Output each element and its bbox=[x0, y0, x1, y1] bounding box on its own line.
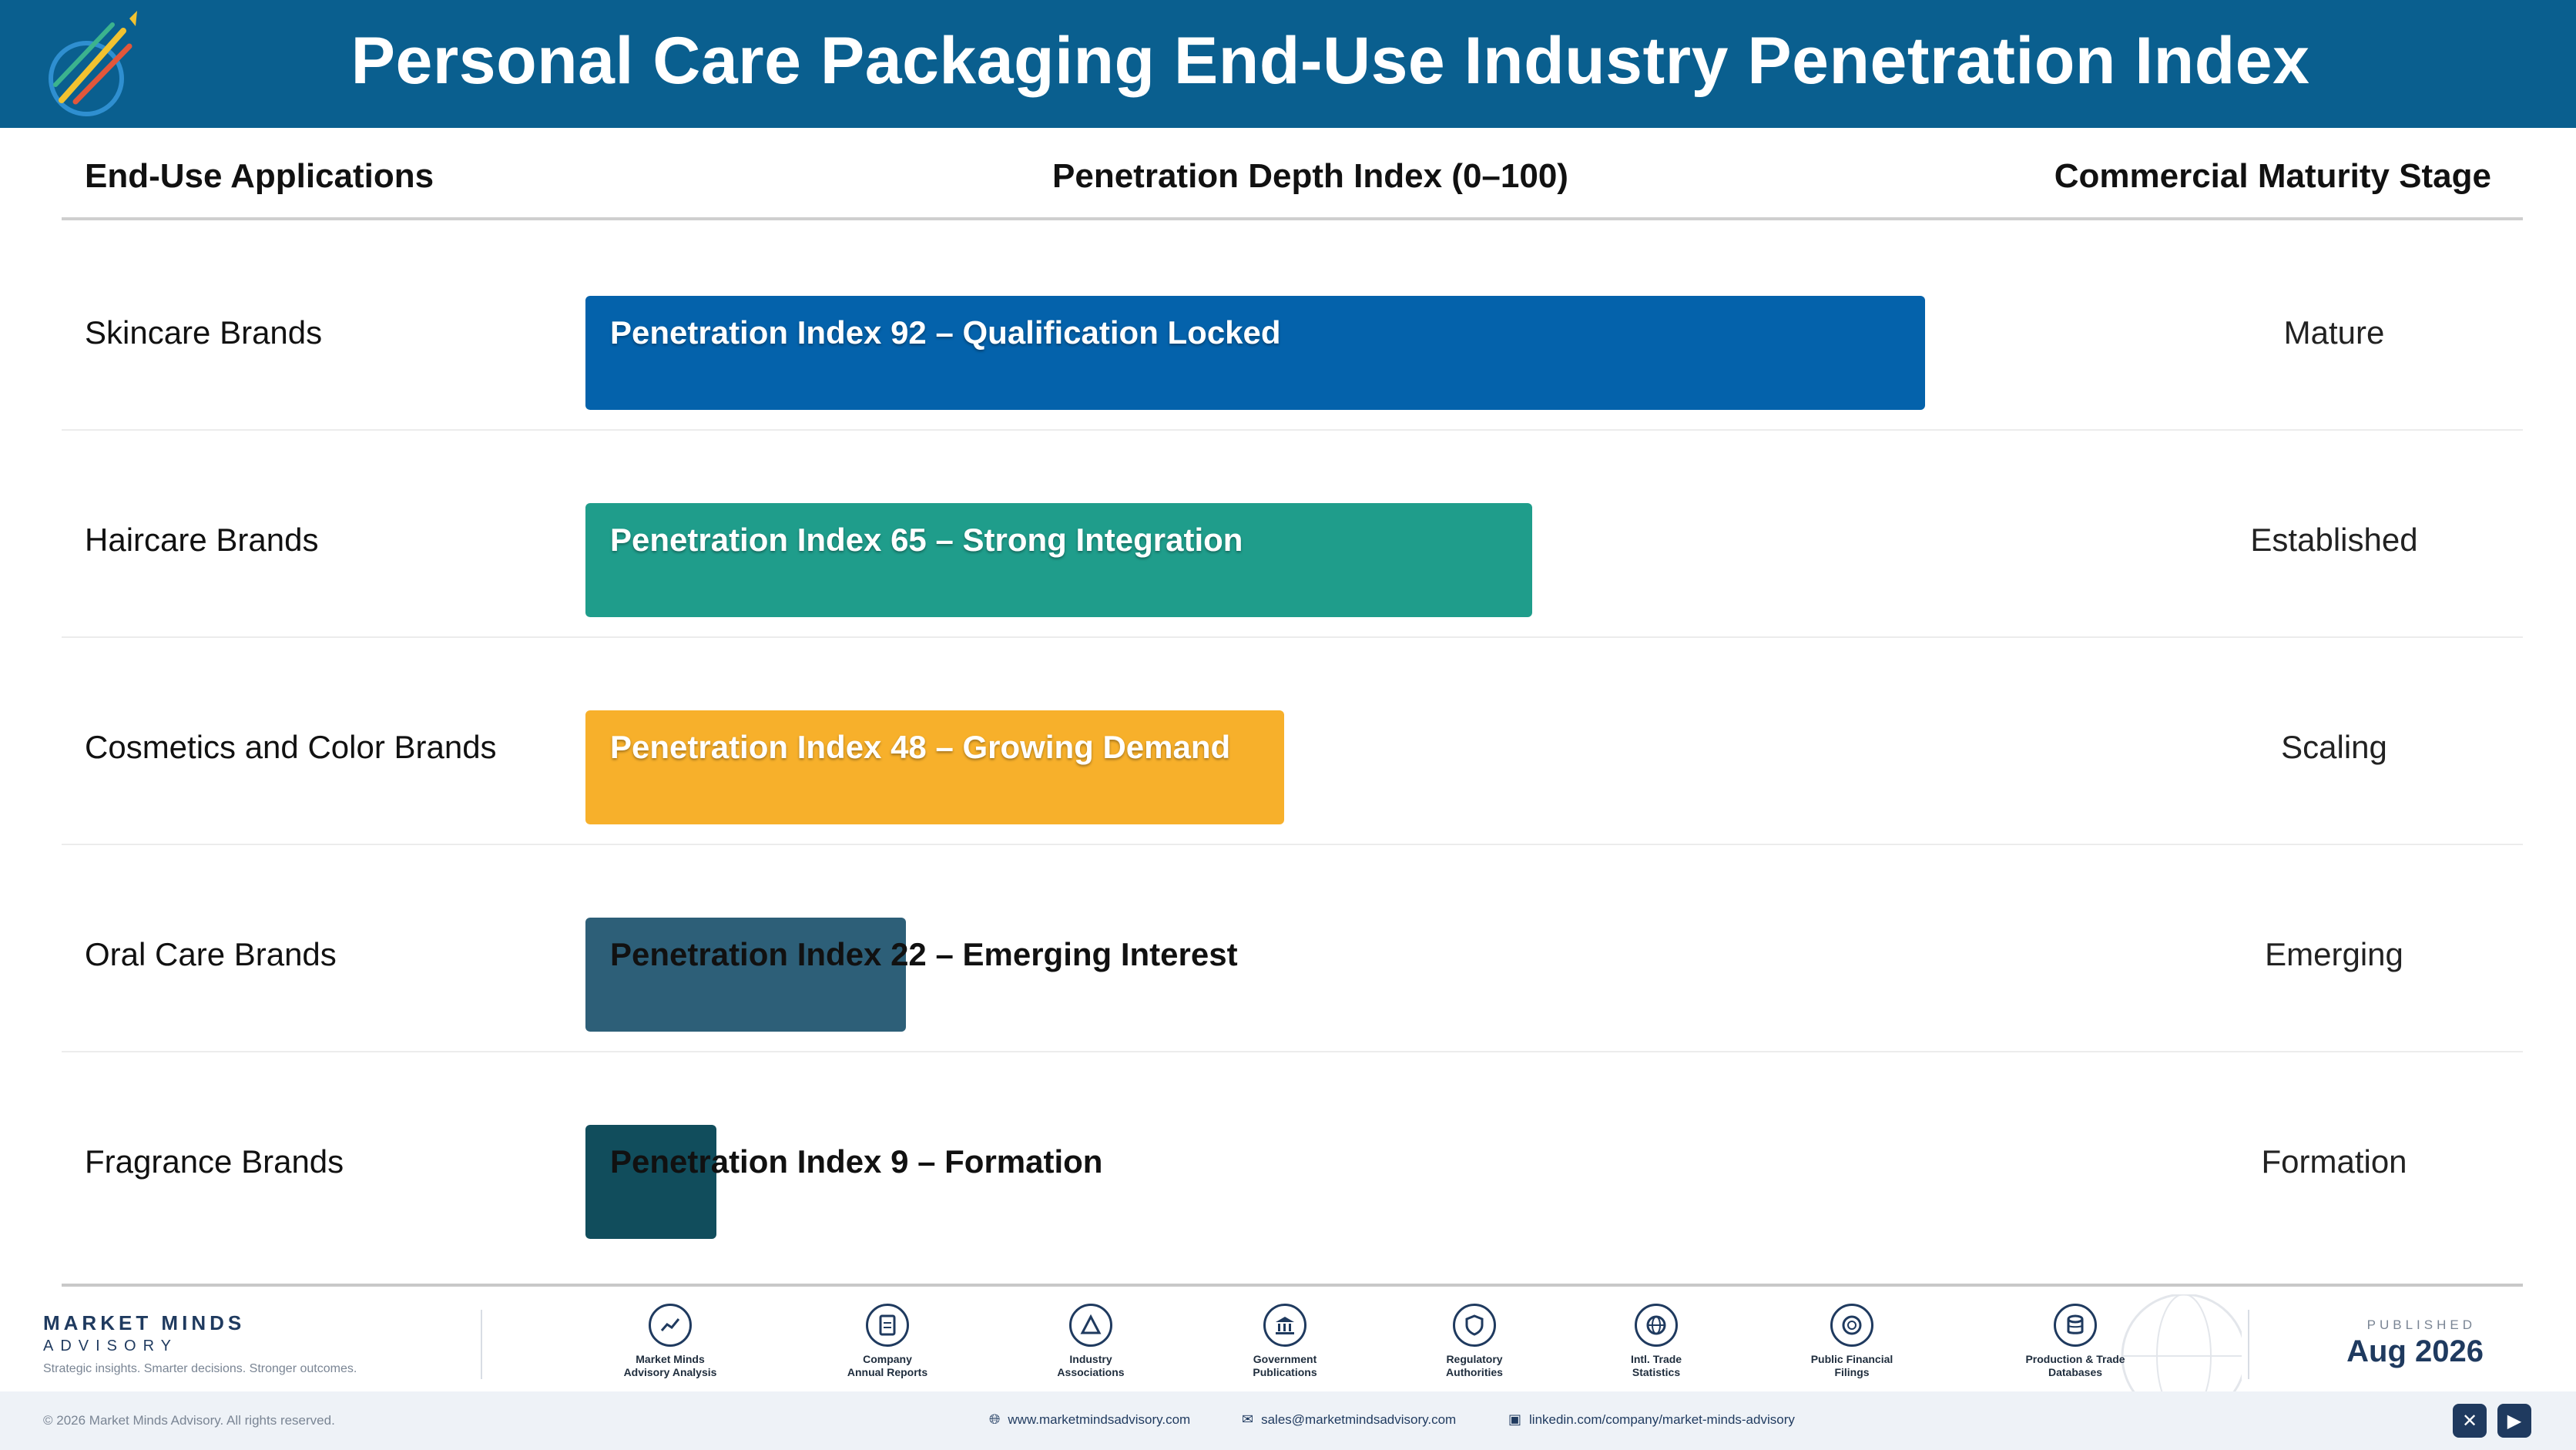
source-label: Market Minds Advisory Analysis bbox=[623, 1353, 717, 1378]
header-banner: Personal Care Packaging End-Use Industry… bbox=[0, 0, 2576, 128]
source-label: Production & Trade Databases bbox=[2025, 1353, 2125, 1378]
bar-value-label: Penetration Index 9 – Formation bbox=[610, 1143, 1103, 1180]
chart-line-icon bbox=[649, 1304, 692, 1347]
category-label: Cosmetics and Color Brands bbox=[85, 729, 497, 765]
email-text[interactable]: sales@marketmindsadvisory.com bbox=[1261, 1411, 1457, 1427]
source-item: Regulatory Authorities bbox=[1397, 1304, 1551, 1379]
chart-row: Fragrance Brands Penetration Index 9 – Fo… bbox=[62, 1052, 2523, 1260]
source-item: Government Publications bbox=[1208, 1304, 1362, 1379]
row-divider bbox=[62, 429, 2523, 431]
chart-row: Cosmetics and Color Brands Penetration In… bbox=[62, 638, 2523, 845]
bar-value-label: Penetration Index 22 – Emerging Interest bbox=[610, 936, 1238, 972]
category-label: Oral Care Brands bbox=[85, 936, 337, 972]
globe-icon bbox=[1635, 1304, 1678, 1347]
bar-value-label: Penetration Index 65 – Strong Integratio… bbox=[610, 522, 1243, 558]
maturity-stage: Mature bbox=[2283, 314, 2385, 351]
source-item: Market Minds Advisory Analysis bbox=[593, 1304, 747, 1379]
source-label: Company Annual Reports bbox=[847, 1353, 928, 1378]
coin-icon bbox=[1830, 1304, 1873, 1347]
bar bbox=[585, 918, 906, 1032]
document-icon bbox=[866, 1304, 909, 1347]
source-item: Industry Associations bbox=[1014, 1304, 1168, 1379]
maturity-stage: Emerging bbox=[2265, 936, 2403, 972]
linkedin-text[interactable]: linkedin.com/company/market-minds-adviso… bbox=[1529, 1411, 1795, 1427]
x-social-icon[interactable]: ✕ bbox=[2453, 1404, 2487, 1438]
column-header-applications: End-Use Applications bbox=[85, 157, 434, 195]
published-date: Aug 2026 bbox=[2346, 1334, 2484, 1368]
network-icon bbox=[1069, 1304, 1112, 1347]
chart-bottom-divider bbox=[62, 1284, 2523, 1287]
source-label: Industry Associations bbox=[1057, 1353, 1125, 1378]
bar-value-label: Penetration Index 48 – Growing Demand bbox=[610, 729, 1231, 765]
source-label: Government Publications bbox=[1253, 1353, 1317, 1378]
maturity-stage: Established bbox=[2250, 522, 2418, 558]
category-label: Fragrance Brands bbox=[85, 1143, 344, 1180]
footer: MARKET MINDS ADVISORY Strategic insights… bbox=[0, 1294, 2576, 1450]
source-item: Production & Trade Databases bbox=[1998, 1304, 2152, 1379]
brand-subtitle: ADVISORY bbox=[43, 1338, 178, 1354]
category-label: Skincare Brands bbox=[85, 314, 323, 351]
bar bbox=[585, 296, 1925, 410]
chart-row: Oral Care Brands Penetration Index 22 – E… bbox=[62, 845, 2523, 1052]
company-logo-icon bbox=[49, 11, 137, 116]
website-link[interactable]: 🌐︎ www.marketmindsadvisory.com bbox=[989, 1411, 1190, 1428]
column-header-depth: Penetration Depth Index (0–100) bbox=[1052, 157, 1568, 195]
brand-name: MARKET MINDS bbox=[43, 1311, 246, 1334]
source-label: Intl. Trade Statistics bbox=[1630, 1353, 1682, 1378]
source-item: Public Financial Filings bbox=[1775, 1304, 1929, 1379]
bar bbox=[585, 1125, 717, 1239]
youtube-social-icon[interactable]: ▶ bbox=[2497, 1404, 2531, 1438]
linkedin-icon: ▣ bbox=[1508, 1411, 1522, 1427]
footer-divider bbox=[2248, 1310, 2249, 1379]
database-icon bbox=[2054, 1304, 2097, 1347]
copyright-text: © 2026 Market Minds Advisory. All rights… bbox=[43, 1413, 335, 1428]
maturity-stage: Formation bbox=[2261, 1143, 2407, 1180]
globe-watermark-icon bbox=[2121, 1294, 2242, 1391]
page-title: Personal Care Packaging End-Use Industry… bbox=[351, 24, 2310, 98]
column-header-stage: Commercial Maturity Stage bbox=[2054, 157, 2491, 195]
source-label: Public Financial Filings bbox=[1810, 1353, 1893, 1378]
row-divider bbox=[62, 844, 2523, 845]
website-text[interactable]: www.marketmindsadvisory.com bbox=[1008, 1411, 1191, 1427]
published-label: PUBLISHED bbox=[2366, 1317, 2476, 1332]
bar bbox=[585, 710, 1285, 824]
row-divider bbox=[62, 636, 2523, 638]
brand-tagline: Strategic insights. Smarter decisions. S… bbox=[43, 1362, 357, 1375]
chart-row: Haircare Brands Penetration Index 65 – St… bbox=[62, 431, 2523, 638]
mail-icon: ✉ bbox=[1242, 1411, 1254, 1427]
category-label: Haircare Brands bbox=[85, 522, 319, 558]
bar-value-label: Penetration Index 92 – Qualification Loc… bbox=[610, 314, 1281, 351]
maturity-stage: Scaling bbox=[2281, 729, 2387, 765]
source-item: Company Annual Reports bbox=[810, 1304, 964, 1379]
footer-contact-band bbox=[0, 1391, 2576, 1450]
footer-divider bbox=[481, 1310, 482, 1379]
source-label: Regulatory Authorities bbox=[1446, 1353, 1503, 1378]
row-divider bbox=[62, 1051, 2523, 1052]
email-link[interactable]: ✉ sales@marketmindsadvisory.com bbox=[1242, 1411, 1456, 1428]
linkedin-link[interactable]: ▣ linkedin.com/company/market-minds-advi… bbox=[1508, 1411, 1795, 1428]
building-icon bbox=[1263, 1304, 1306, 1347]
header-divider bbox=[62, 217, 2523, 220]
bar bbox=[585, 503, 1532, 617]
globe-icon: 🌐︎ bbox=[989, 1411, 1001, 1427]
source-item: Intl. Trade Statistics bbox=[1579, 1304, 1733, 1379]
chart-row: Skincare Brands Penetration Index 92 – Qu… bbox=[62, 223, 2523, 431]
shield-icon bbox=[1453, 1304, 1496, 1347]
